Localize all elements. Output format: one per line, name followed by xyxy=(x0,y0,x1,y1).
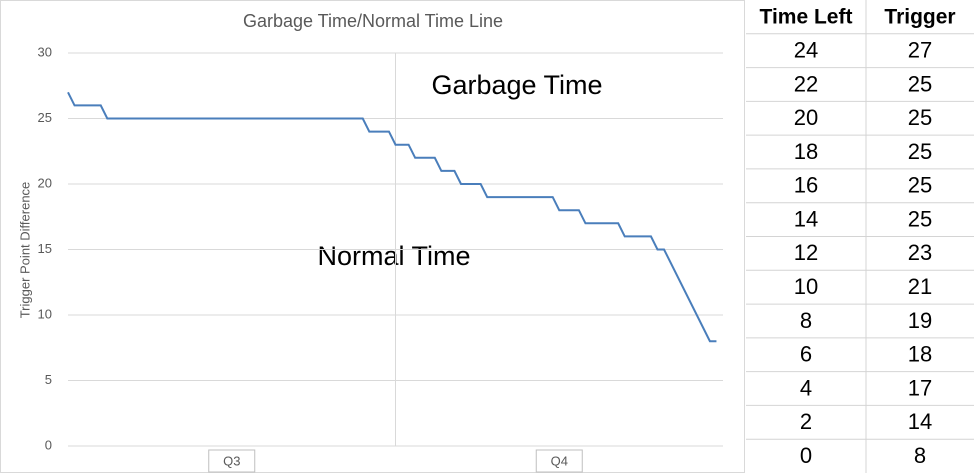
table-cell: 21 xyxy=(908,274,932,299)
y-tick-label: 10 xyxy=(38,306,52,321)
table-cell: 25 xyxy=(908,206,932,231)
chart-frame xyxy=(0,0,745,473)
table-cell: 4 xyxy=(800,375,812,400)
x-tick-label: Q3 xyxy=(223,453,240,468)
table-cell: 25 xyxy=(908,71,932,96)
y-axis-label: Trigger Point Difference xyxy=(17,182,32,319)
chart-title: Garbage Time/Normal Time Line xyxy=(243,11,503,31)
table-cell: 8 xyxy=(800,308,812,333)
annotation: Garbage Time xyxy=(431,70,602,100)
annotation: Normal Time xyxy=(317,241,470,271)
table-cell: 22 xyxy=(794,71,818,96)
y-tick-label: 20 xyxy=(38,175,52,190)
table-cell: 24 xyxy=(794,37,818,62)
table-cell: 18 xyxy=(794,139,818,164)
y-tick-label: 0 xyxy=(45,437,52,452)
table-cell: 25 xyxy=(908,139,932,164)
table-cell: 25 xyxy=(908,173,932,198)
table-cell: 17 xyxy=(908,375,932,400)
table-cell: 0 xyxy=(800,443,812,468)
table-cell: 25 xyxy=(908,105,932,130)
table-cell: 2 xyxy=(800,409,812,434)
x-tick-label: Q4 xyxy=(551,453,568,468)
table-header: Trigger xyxy=(884,5,955,28)
table-cell: 19 xyxy=(908,308,932,333)
y-tick-label: 25 xyxy=(38,110,52,125)
table-cell: 14 xyxy=(794,206,818,231)
line-series xyxy=(67,91,717,343)
table-cell: 6 xyxy=(800,342,812,367)
table-cell: 18 xyxy=(908,342,932,367)
table-cell: 23 xyxy=(908,240,932,265)
table-cell: 10 xyxy=(794,274,818,299)
table-cell: 12 xyxy=(794,240,818,265)
table-cell: 16 xyxy=(794,173,818,198)
x-tick-box xyxy=(208,449,256,473)
table-cell: 27 xyxy=(908,37,932,62)
x-tick-box xyxy=(535,449,583,473)
table-cell: 14 xyxy=(908,409,932,434)
y-tick-label: 30 xyxy=(38,44,52,59)
table-cell: 20 xyxy=(794,105,818,130)
y-tick-label: 15 xyxy=(38,241,52,256)
y-tick-label: 5 xyxy=(45,372,52,387)
table-header: Time Left xyxy=(760,5,853,28)
table-cell: 8 xyxy=(914,443,926,468)
